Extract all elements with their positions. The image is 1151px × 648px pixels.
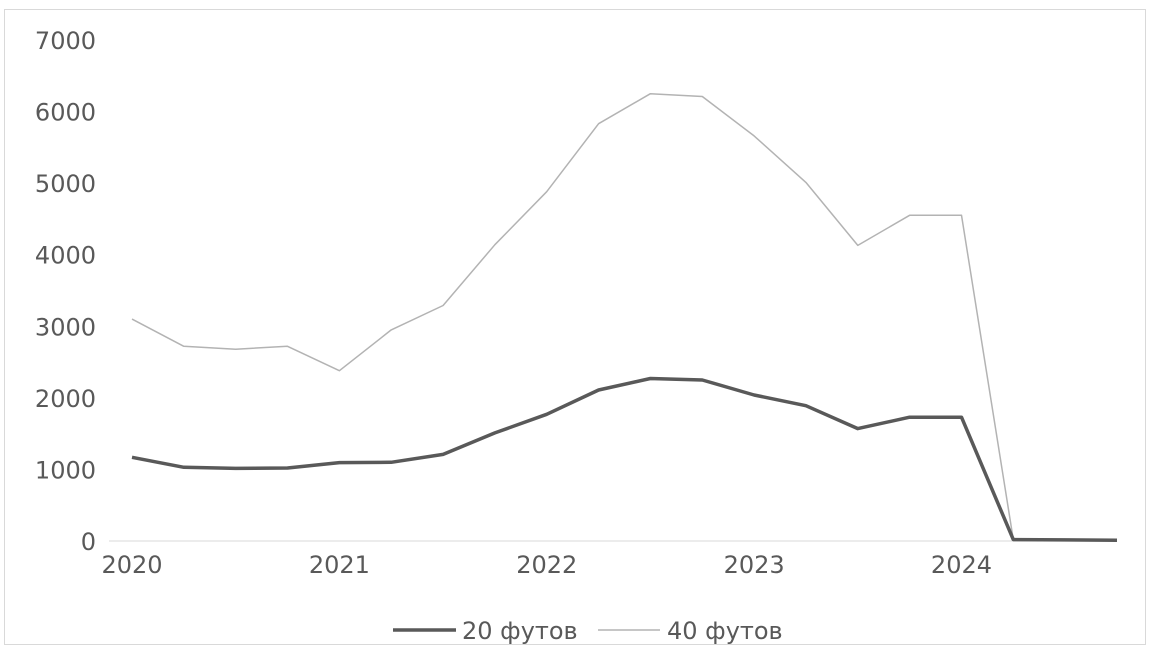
x-tick-label: 2020 xyxy=(101,551,162,579)
y-tick-label: 3000 xyxy=(35,313,96,341)
series-line-20ft xyxy=(131,376,1118,543)
y-tick-label: 7000 xyxy=(35,27,96,55)
x-tick-label: 2022 xyxy=(516,551,577,579)
y-tick-label: 4000 xyxy=(35,242,96,270)
legend-label-40ft: 40 футов xyxy=(667,617,783,645)
x-tick-label: 2021 xyxy=(309,551,370,579)
y-tick-label: 1000 xyxy=(35,456,96,484)
series-line-40ft xyxy=(131,92,1118,542)
y-tick-label: 0 xyxy=(81,528,96,556)
legend-label-20ft: 20 футов xyxy=(462,617,578,645)
legend: 20 футов 40 футов xyxy=(393,617,783,645)
series-lines xyxy=(131,92,1118,543)
x-axis-tick-labels: 2020 2021 2022 2023 2024 xyxy=(101,551,992,579)
chart-frame xyxy=(4,9,1146,645)
y-tick-label: 6000 xyxy=(35,99,96,127)
x-tick-label: 2024 xyxy=(931,551,992,579)
y-tick-label: 5000 xyxy=(35,170,96,198)
y-axis-tick-labels: 0 1000 2000 3000 4000 5000 6000 7000 xyxy=(35,27,96,556)
x-tick-label: 2023 xyxy=(724,551,785,579)
y-tick-label: 2000 xyxy=(35,385,96,413)
